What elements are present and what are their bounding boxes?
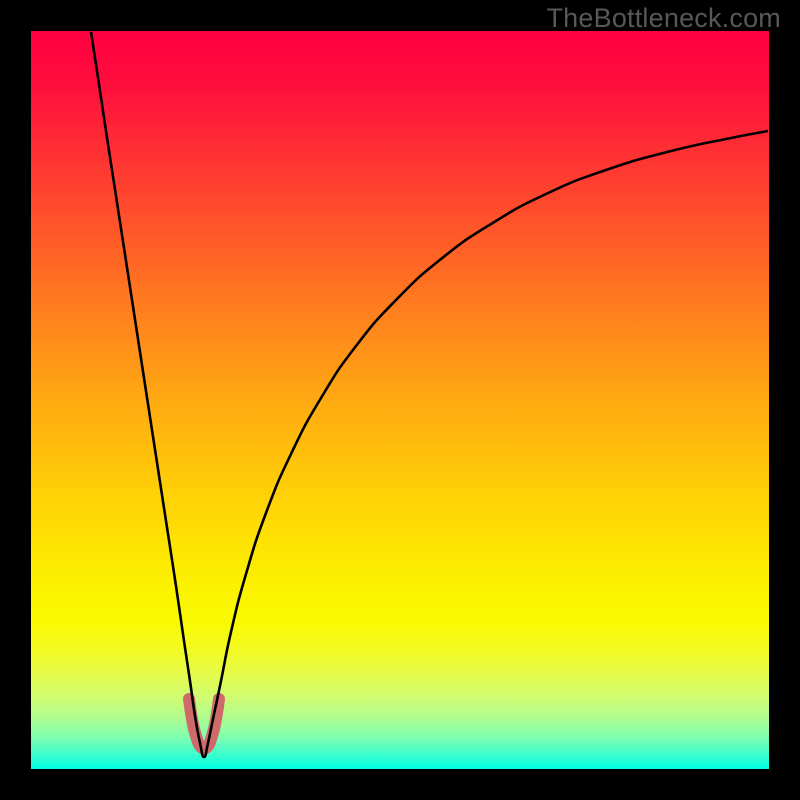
watermark-text: TheBottleneck.com bbox=[546, 3, 781, 34]
bottleneck-curve bbox=[91, 32, 768, 757]
plot-area bbox=[31, 31, 769, 769]
outer-frame: TheBottleneck.com bbox=[0, 0, 800, 800]
curve-layer bbox=[31, 31, 769, 769]
